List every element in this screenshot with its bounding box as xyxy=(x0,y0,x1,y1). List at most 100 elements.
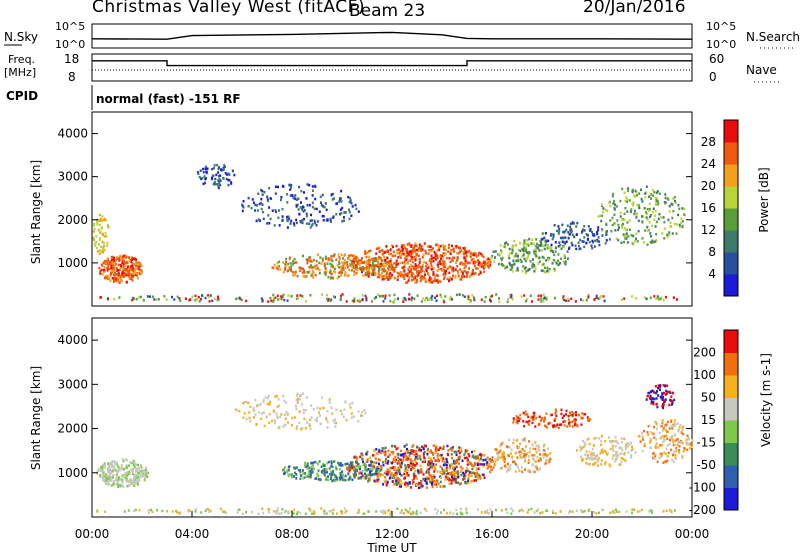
power-cell xyxy=(194,298,197,302)
power-cell xyxy=(569,228,572,232)
velocity-cell xyxy=(410,449,413,452)
power-cell xyxy=(367,250,370,253)
velocity-cell xyxy=(672,440,675,444)
power-cell xyxy=(319,195,322,199)
power-cell xyxy=(289,194,292,197)
power-cell xyxy=(282,270,285,274)
power-cell xyxy=(432,247,434,250)
velocity-cell xyxy=(518,450,521,453)
power-cell xyxy=(481,254,483,257)
power-cell xyxy=(435,252,438,256)
power-cell xyxy=(513,239,516,243)
power-cell xyxy=(382,275,385,278)
velocity-cell xyxy=(398,472,401,476)
velocity-cell xyxy=(506,511,509,515)
power-cell xyxy=(543,296,546,299)
power-cell xyxy=(104,219,107,222)
power-cell xyxy=(320,201,322,204)
power-cell xyxy=(651,188,654,192)
velocity-cell xyxy=(478,475,481,478)
power-cell xyxy=(110,271,113,275)
power-cell xyxy=(403,296,406,300)
power-cell xyxy=(368,255,371,259)
velocity-cell xyxy=(575,413,577,417)
velocity-cell xyxy=(143,469,146,473)
power-cell xyxy=(520,295,523,298)
power-cell xyxy=(431,294,434,298)
power-cell xyxy=(111,267,114,271)
velocity-cell xyxy=(543,424,546,427)
power-cell xyxy=(128,259,131,263)
velocity-cell xyxy=(118,467,121,470)
velocity-cell xyxy=(554,417,557,420)
velocity-cell xyxy=(106,473,109,477)
velocity-cell xyxy=(121,458,124,461)
power-cell xyxy=(204,296,207,300)
velocity-cell xyxy=(130,468,133,471)
velocity-cell xyxy=(587,509,590,513)
power-cell xyxy=(655,202,658,205)
velocity-cell xyxy=(580,417,583,420)
power-cell xyxy=(124,256,127,259)
power-cell xyxy=(582,299,585,302)
power-cell xyxy=(489,296,492,300)
velocity-cell xyxy=(568,511,571,514)
power-cell xyxy=(290,186,292,189)
power-cell xyxy=(96,250,99,253)
velocity-cell xyxy=(433,476,436,479)
power-cell xyxy=(157,298,160,301)
velocity-cell xyxy=(426,470,429,473)
power-cell xyxy=(657,217,660,221)
velocity-cell xyxy=(293,475,295,478)
power-cell xyxy=(116,257,119,260)
velocity-cell xyxy=(657,386,660,390)
velocity-cell xyxy=(659,384,662,387)
power-cell xyxy=(517,258,519,262)
power-cell xyxy=(645,211,647,214)
velocity-cell xyxy=(401,459,404,463)
power-cell xyxy=(314,273,317,277)
power-cell xyxy=(412,272,415,275)
velocity-cell xyxy=(451,475,453,479)
power-cell xyxy=(565,240,568,243)
power-cell xyxy=(274,209,277,212)
power-cell xyxy=(119,267,122,271)
power-cell xyxy=(658,192,661,195)
power-cell xyxy=(596,238,599,242)
power-cell xyxy=(547,258,549,261)
power-cell xyxy=(449,260,452,264)
power-cell xyxy=(261,189,264,193)
power-cell xyxy=(410,264,413,267)
power-cell xyxy=(411,278,413,282)
power-cell xyxy=(640,197,643,201)
power-cell xyxy=(194,294,197,298)
power-cell xyxy=(138,264,141,268)
power-cell xyxy=(484,260,487,264)
velocity-cell xyxy=(129,461,132,464)
velocity-cell xyxy=(359,455,362,459)
power-cell xyxy=(367,270,370,274)
power-cell xyxy=(341,261,344,264)
power-cell xyxy=(389,299,392,303)
velocity-cell xyxy=(569,411,571,414)
velocity-cell xyxy=(604,461,607,464)
velocity-cell xyxy=(339,478,342,481)
power-cell xyxy=(440,267,443,271)
power-cell xyxy=(399,256,402,259)
power-cell xyxy=(609,204,612,208)
power-cell xyxy=(537,298,540,301)
velocity-cell xyxy=(361,470,364,473)
power-cell xyxy=(631,202,634,206)
velocity-cell xyxy=(641,435,644,439)
velocity-cell xyxy=(380,468,383,472)
power-cell xyxy=(289,222,292,225)
power-cell xyxy=(477,258,480,262)
velocity-cell xyxy=(453,478,456,481)
velocity-cell xyxy=(382,483,385,486)
velocity-cell xyxy=(376,475,379,478)
velocity-cell xyxy=(121,480,124,484)
velocity-cell xyxy=(537,448,540,451)
power-cell xyxy=(292,260,294,263)
velocity-cell xyxy=(533,459,536,463)
power-cell xyxy=(543,236,546,240)
